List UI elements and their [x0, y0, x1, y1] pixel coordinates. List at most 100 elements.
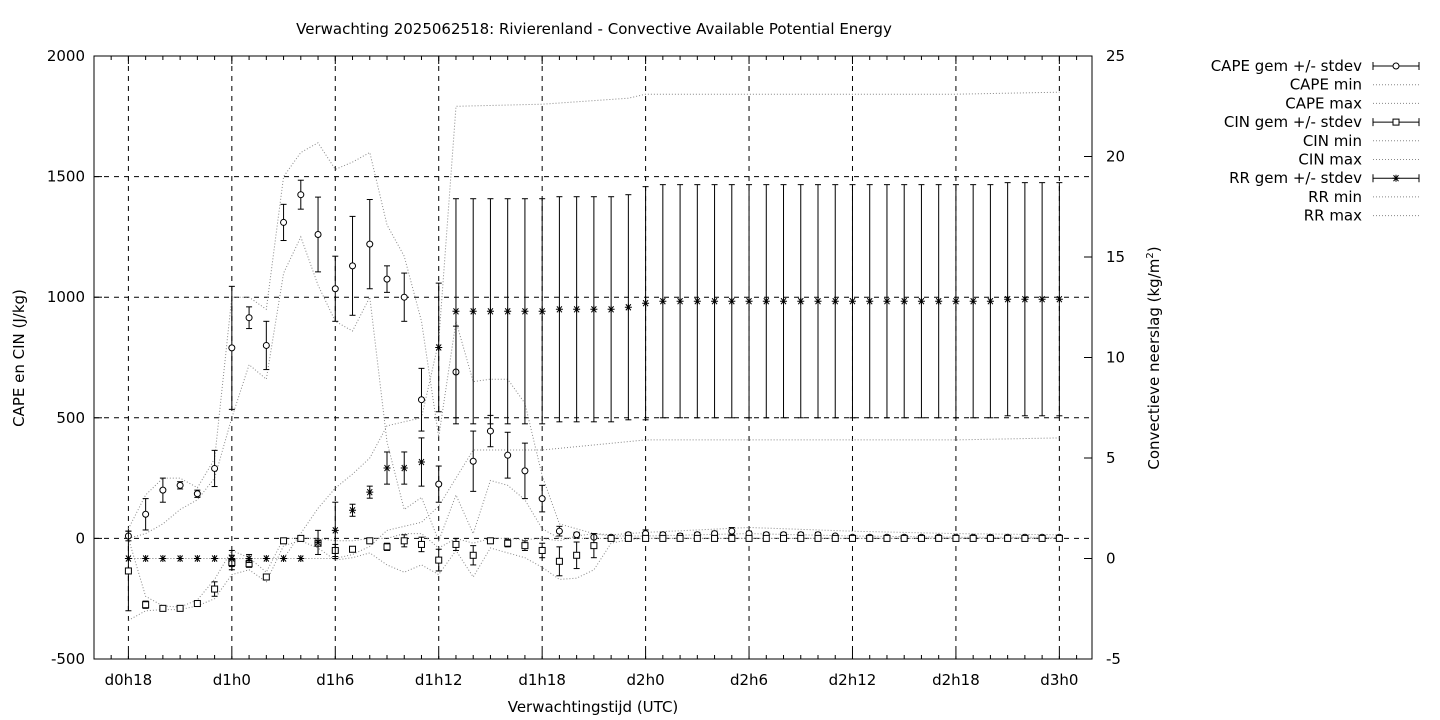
cin-point [659, 534, 667, 542]
cape-point [555, 527, 563, 535]
cin-point [762, 534, 770, 542]
rr-point [642, 299, 650, 307]
cape-point [469, 457, 477, 465]
cin-point [349, 545, 357, 553]
cin-point [297, 534, 305, 542]
rr-point [366, 488, 374, 496]
rr-point [435, 343, 443, 351]
x-tick-label: d0h18 [105, 671, 153, 689]
y-tick-label: 500 [56, 409, 85, 427]
rr-point [383, 464, 391, 472]
rr-point [693, 297, 701, 305]
cape-point [349, 262, 357, 270]
rr-point [917, 297, 925, 305]
y2-tick-label: 10 [1106, 349, 1125, 367]
rr-point [314, 538, 322, 546]
rr-point [935, 297, 943, 305]
rr-point [711, 297, 719, 305]
cin-point [193, 600, 201, 608]
cin-point [607, 534, 615, 542]
x-tick-label: d2h0 [627, 671, 665, 689]
rr-point [124, 555, 132, 562]
rr-point [555, 305, 563, 313]
legend-label: CIN gem +/- stdev [1224, 113, 1362, 131]
x-tick-label: d1h12 [415, 671, 463, 689]
rr-point [452, 307, 460, 315]
cin-point [538, 546, 546, 554]
y2-tick-label: 25 [1106, 47, 1125, 65]
y2-axis-label-sup: 2 [1145, 252, 1156, 258]
rr-min-curve [128, 437, 1060, 559]
cin-point [728, 534, 736, 542]
x-axis-label: Verwachtingstijd (UTC) [508, 698, 679, 716]
rr-point [986, 297, 994, 305]
legend-marker [1392, 62, 1400, 70]
cin-point [469, 551, 477, 559]
cin-max-curve [127, 533, 1060, 608]
rr-point [538, 307, 546, 315]
rr-series [124, 182, 1063, 568]
rr-point [848, 297, 856, 305]
legend-label: CAPE max [1285, 94, 1362, 112]
cin-point [693, 534, 701, 542]
cape-point [159, 486, 167, 494]
cin-point [504, 539, 512, 547]
rr-point [1021, 295, 1029, 303]
x-tick-label: d1h18 [518, 671, 566, 689]
cape-point [504, 451, 512, 459]
cape-point [521, 467, 529, 475]
cin-series [124, 530, 1063, 612]
rr-point [676, 297, 684, 305]
y-tick-label: 1500 [47, 168, 85, 186]
cape-point [297, 191, 305, 199]
rr-point [659, 297, 667, 305]
x-tick-label: d2h12 [829, 671, 877, 689]
cape-point [211, 464, 219, 472]
cin-point [624, 534, 632, 542]
rr-point [831, 297, 839, 305]
y-tick-label: 1000 [47, 288, 85, 306]
cin-point [176, 604, 184, 612]
rr-point [504, 307, 512, 315]
legend-label: RR max [1304, 207, 1362, 225]
chart-title: Verwachting 2025062518: Rivierenland - C… [296, 20, 892, 38]
rr-point [159, 555, 167, 562]
cin-point [555, 557, 563, 565]
cape-point [176, 481, 184, 489]
x-tick-label: d2h18 [932, 671, 980, 689]
rr-point [486, 307, 494, 315]
cin-point [383, 543, 391, 551]
cin-point [780, 534, 788, 542]
y2-tick-label: -5 [1106, 650, 1121, 668]
cin-point [124, 567, 132, 575]
cape-point [400, 293, 408, 301]
legend-marker [1392, 174, 1400, 182]
rr-point [1004, 295, 1012, 303]
cape-point [417, 396, 425, 404]
rr-point [142, 555, 150, 562]
cin-point [211, 585, 219, 593]
cin-point [159, 604, 167, 612]
legend-marker [1392, 118, 1400, 126]
cin-point [486, 537, 494, 545]
cin-point [262, 573, 270, 581]
rr-point [400, 464, 408, 472]
y2-axis-label-main: Convectieve neerslag (kg/m [1145, 259, 1163, 470]
rr-point [780, 297, 788, 305]
cin-point [900, 534, 908, 542]
x-tick-label: d1h6 [316, 671, 354, 689]
y-tick-label: 2000 [47, 47, 85, 65]
y2-tick-label: 5 [1106, 449, 1116, 467]
y-tick-label: -500 [51, 650, 85, 668]
cape-point [262, 341, 270, 349]
cin-point [848, 534, 856, 542]
rr-point [228, 555, 236, 562]
cape-point [573, 531, 581, 539]
rr-point [624, 303, 632, 311]
rr-point [211, 555, 219, 562]
axes: d0h18 d1h0 d1h6 d1h12 d1h18 d2h0 d2h6 d2h12 d2h1… [47, 47, 1125, 689]
y2-axis-label: Convectieve neerslag (kg/m2) [1145, 246, 1163, 469]
cape-point [435, 480, 443, 488]
